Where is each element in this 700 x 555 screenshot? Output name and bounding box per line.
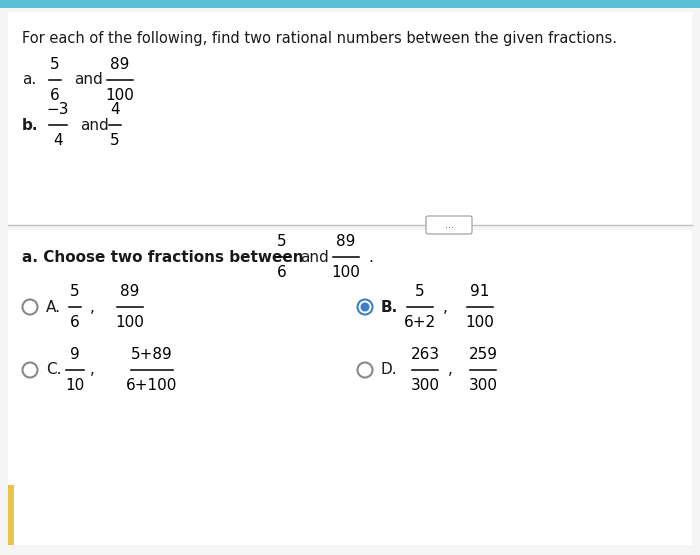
Text: ,: ,: [443, 300, 448, 315]
FancyBboxPatch shape: [8, 12, 692, 225]
Circle shape: [358, 300, 372, 315]
Text: ,: ,: [448, 362, 453, 377]
Text: 100: 100: [116, 315, 144, 330]
Text: 259: 259: [468, 347, 498, 362]
FancyBboxPatch shape: [8, 230, 692, 545]
Text: 4: 4: [53, 133, 63, 148]
Text: a.: a.: [22, 73, 36, 88]
Text: 5: 5: [110, 133, 120, 148]
Circle shape: [22, 362, 38, 377]
Text: C.: C.: [46, 362, 62, 377]
Text: ...: ...: [444, 220, 454, 230]
Text: .: .: [368, 250, 373, 265]
Text: 6: 6: [277, 265, 287, 280]
Text: 4: 4: [110, 102, 120, 117]
FancyBboxPatch shape: [8, 485, 14, 545]
Text: 100: 100: [106, 88, 134, 103]
Text: 100: 100: [332, 265, 361, 280]
Text: 6+100: 6+100: [126, 378, 178, 393]
Text: 6: 6: [50, 88, 60, 103]
Text: 300: 300: [468, 378, 498, 393]
Circle shape: [22, 300, 38, 315]
Text: −3: −3: [47, 102, 69, 117]
Text: 5+89: 5+89: [131, 347, 173, 362]
Text: 9: 9: [70, 347, 80, 362]
Text: 89: 89: [120, 284, 140, 299]
Text: 5: 5: [277, 234, 287, 249]
Text: 263: 263: [410, 347, 440, 362]
Text: and: and: [300, 250, 329, 265]
Text: 6: 6: [70, 315, 80, 330]
Text: 6+2: 6+2: [404, 315, 436, 330]
Text: 91: 91: [470, 284, 490, 299]
FancyBboxPatch shape: [0, 0, 700, 8]
Text: ,: ,: [90, 362, 95, 377]
Text: D.: D.: [381, 362, 398, 377]
Text: For each of the following, find two rational numbers between the given fractions: For each of the following, find two rati…: [22, 31, 617, 46]
Text: 89: 89: [111, 57, 130, 72]
Text: b.: b.: [22, 118, 38, 133]
Text: A.: A.: [46, 300, 61, 315]
Circle shape: [360, 302, 370, 311]
Text: 5: 5: [50, 57, 60, 72]
Text: 10: 10: [65, 378, 85, 393]
Text: 89: 89: [336, 234, 356, 249]
Text: 5: 5: [70, 284, 80, 299]
Text: 5: 5: [415, 284, 425, 299]
Circle shape: [358, 362, 372, 377]
Text: 100: 100: [466, 315, 494, 330]
Text: ,: ,: [90, 300, 95, 315]
Text: B.: B.: [381, 300, 398, 315]
Text: a. Choose two fractions between: a. Choose two fractions between: [22, 250, 304, 265]
Text: 300: 300: [410, 378, 440, 393]
FancyBboxPatch shape: [426, 216, 472, 234]
Text: and: and: [74, 73, 103, 88]
Text: and: and: [80, 118, 108, 133]
